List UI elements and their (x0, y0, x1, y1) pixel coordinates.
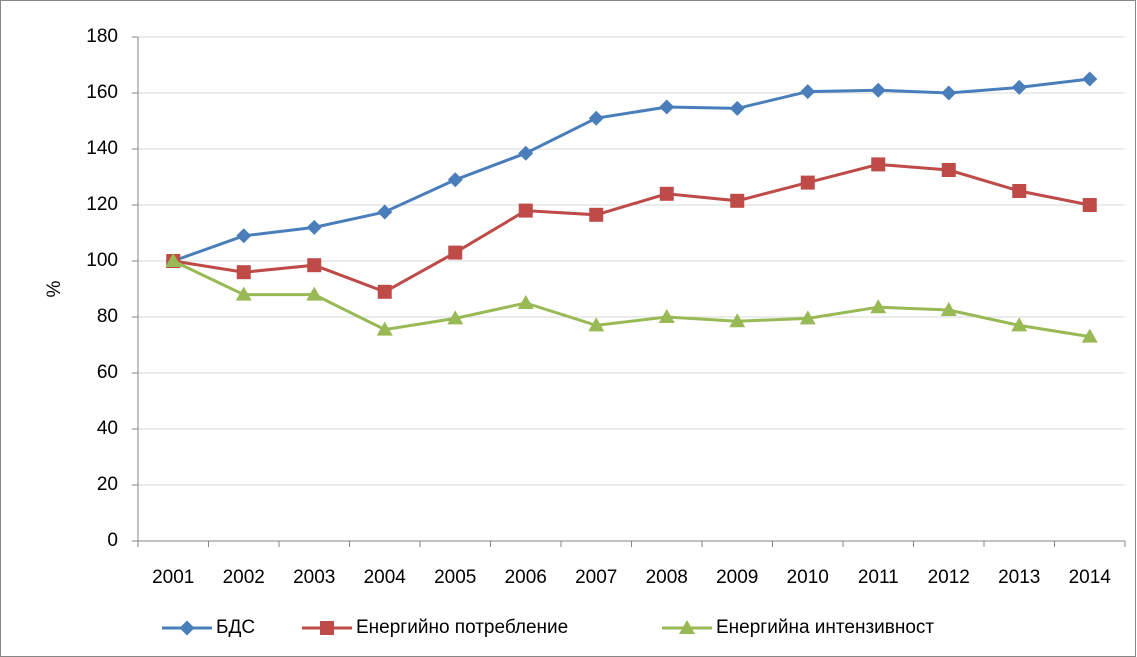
legend-marker (320, 621, 334, 635)
y-tick-label: 120 (86, 194, 118, 215)
y-tick-label: 0 (107, 530, 118, 551)
data-point (588, 317, 605, 332)
data-point (236, 265, 251, 280)
data-point (870, 299, 887, 314)
data-point (940, 302, 957, 316)
data-point (447, 310, 464, 325)
x-tick-label: 2001 (152, 567, 194, 588)
data-point (729, 100, 745, 116)
data-point (659, 186, 674, 201)
legend-label: Енергийно потребление (356, 617, 568, 638)
data-point (518, 145, 534, 161)
data-point (307, 258, 322, 273)
legend-marker (679, 620, 695, 634)
legend-marker (179, 620, 195, 636)
x-tick-label: 2010 (787, 567, 829, 588)
x-tick-label: 2009 (716, 567, 758, 588)
data-point (729, 313, 746, 328)
y-tick-label: 160 (86, 82, 118, 103)
series-line (172, 259, 1090, 339)
legend-label: Енергийна интензивност (716, 617, 934, 638)
data-point (799, 310, 816, 325)
x-tick-label: 2006 (505, 567, 547, 588)
data-point (1082, 71, 1098, 87)
x-tick-label: 2014 (1069, 567, 1112, 588)
x-tick-label: 2005 (434, 567, 476, 588)
series-line (173, 162, 1091, 294)
data-point (1081, 328, 1098, 343)
data-point (1011, 79, 1027, 95)
data-point (306, 219, 322, 235)
y-tick-label: 100 (86, 250, 118, 271)
data-point (658, 309, 675, 323)
data-point (306, 286, 323, 301)
y-tick-label: 80 (97, 306, 118, 327)
x-tick-label: 2013 (998, 567, 1040, 588)
data-point (376, 321, 393, 336)
data-point (588, 110, 604, 126)
data-point (377, 284, 392, 299)
x-tick-label: 2007 (575, 567, 617, 588)
data-point (659, 99, 675, 115)
data-point (800, 175, 815, 190)
x-tick-label: 2008 (646, 567, 688, 588)
data-point (1012, 184, 1027, 198)
data-point (235, 286, 252, 301)
legend-label: БДС (216, 617, 255, 638)
data-point (447, 172, 463, 188)
series-line (172, 77, 1090, 263)
y-tick-label: 20 (97, 474, 118, 495)
data-point (236, 228, 252, 244)
data-point (871, 157, 886, 172)
y-tick-label: 40 (97, 418, 118, 439)
data-point (589, 207, 604, 222)
data-point (870, 82, 886, 98)
data-point (730, 193, 745, 208)
data-point (800, 84, 816, 100)
data-point (518, 203, 533, 218)
data-point (1082, 198, 1097, 212)
y-tick-label: 180 (86, 26, 118, 47)
data-point (377, 204, 393, 220)
y-axis-label: % (44, 280, 65, 297)
y-tick-label: 140 (86, 138, 118, 159)
x-tick-label: 2002 (223, 567, 265, 588)
data-point (517, 295, 534, 309)
data-point (941, 163, 956, 177)
x-tick-label: 2003 (293, 567, 335, 588)
y-tick-label: 60 (97, 362, 118, 383)
x-tick-label: 2011 (858, 567, 899, 588)
x-tick-label: 2012 (928, 567, 970, 588)
data-point (165, 253, 182, 267)
data-point (1011, 317, 1028, 332)
data-point (941, 85, 957, 101)
x-tick-label: 2004 (364, 567, 407, 588)
data-point (448, 245, 463, 260)
